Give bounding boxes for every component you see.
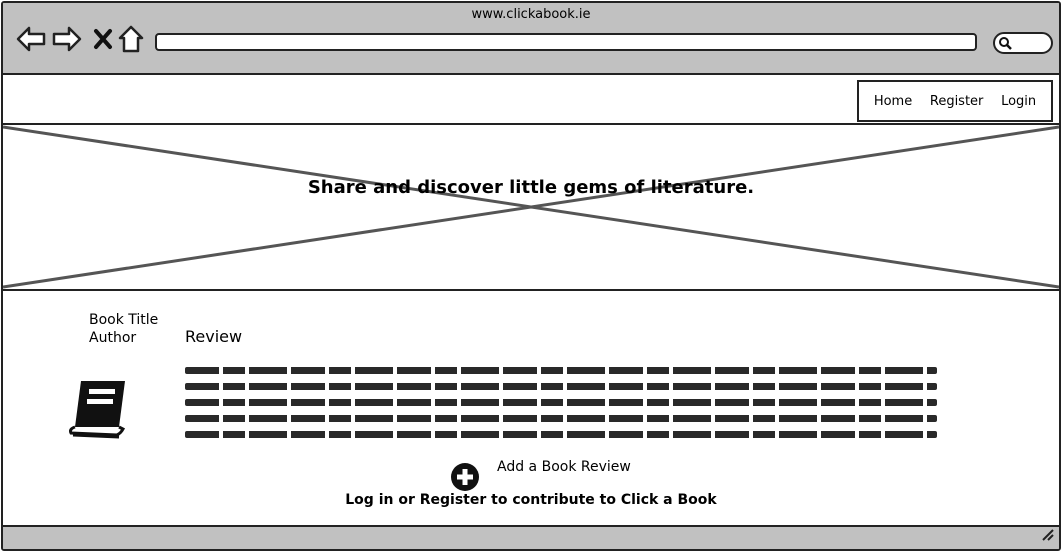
- address-bar[interactable]: [155, 33, 977, 51]
- add-review-link[interactable]: Add a Book Review: [497, 459, 631, 475]
- book-meta: Book Title Author: [89, 311, 158, 347]
- browser-chrome: www.clickabook.ie: [3, 3, 1059, 75]
- nav-register-link[interactable]: Register: [929, 93, 984, 109]
- home-icon[interactable]: [115, 21, 147, 57]
- nav-login-link[interactable]: Login: [1001, 93, 1037, 109]
- image-placeholder-icon: [3, 125, 1059, 289]
- contribute-message: Log in or Register to contribute to Clic…: [345, 492, 717, 508]
- hero-tagline: Share and discover little gems of litera…: [307, 177, 755, 198]
- review-text-placeholder: [185, 367, 937, 447]
- nav-home-link[interactable]: Home: [873, 93, 913, 109]
- book-icon: [67, 377, 135, 443]
- close-icon[interactable]: [87, 21, 119, 57]
- window-title: www.clickabook.ie: [471, 7, 591, 22]
- status-bar: [3, 525, 1059, 549]
- site-header: Home Register Login: [3, 75, 1059, 125]
- main-nav: Home Register Login: [857, 80, 1053, 122]
- book-author: Author: [89, 330, 137, 346]
- hero-banner: Share and discover little gems of litera…: [3, 125, 1059, 291]
- browser-search-field[interactable]: [993, 32, 1053, 54]
- resize-grip-icon[interactable]: [1039, 526, 1055, 546]
- plus-circle-icon[interactable]: [449, 461, 481, 497]
- forward-arrow-icon[interactable]: [51, 21, 83, 57]
- book-title: Book Title: [89, 312, 159, 328]
- book-review-section: Book Title Author Review Add a Book Revi…: [3, 291, 1059, 527]
- back-arrow-icon[interactable]: [15, 21, 47, 57]
- review-heading: Review: [185, 327, 243, 346]
